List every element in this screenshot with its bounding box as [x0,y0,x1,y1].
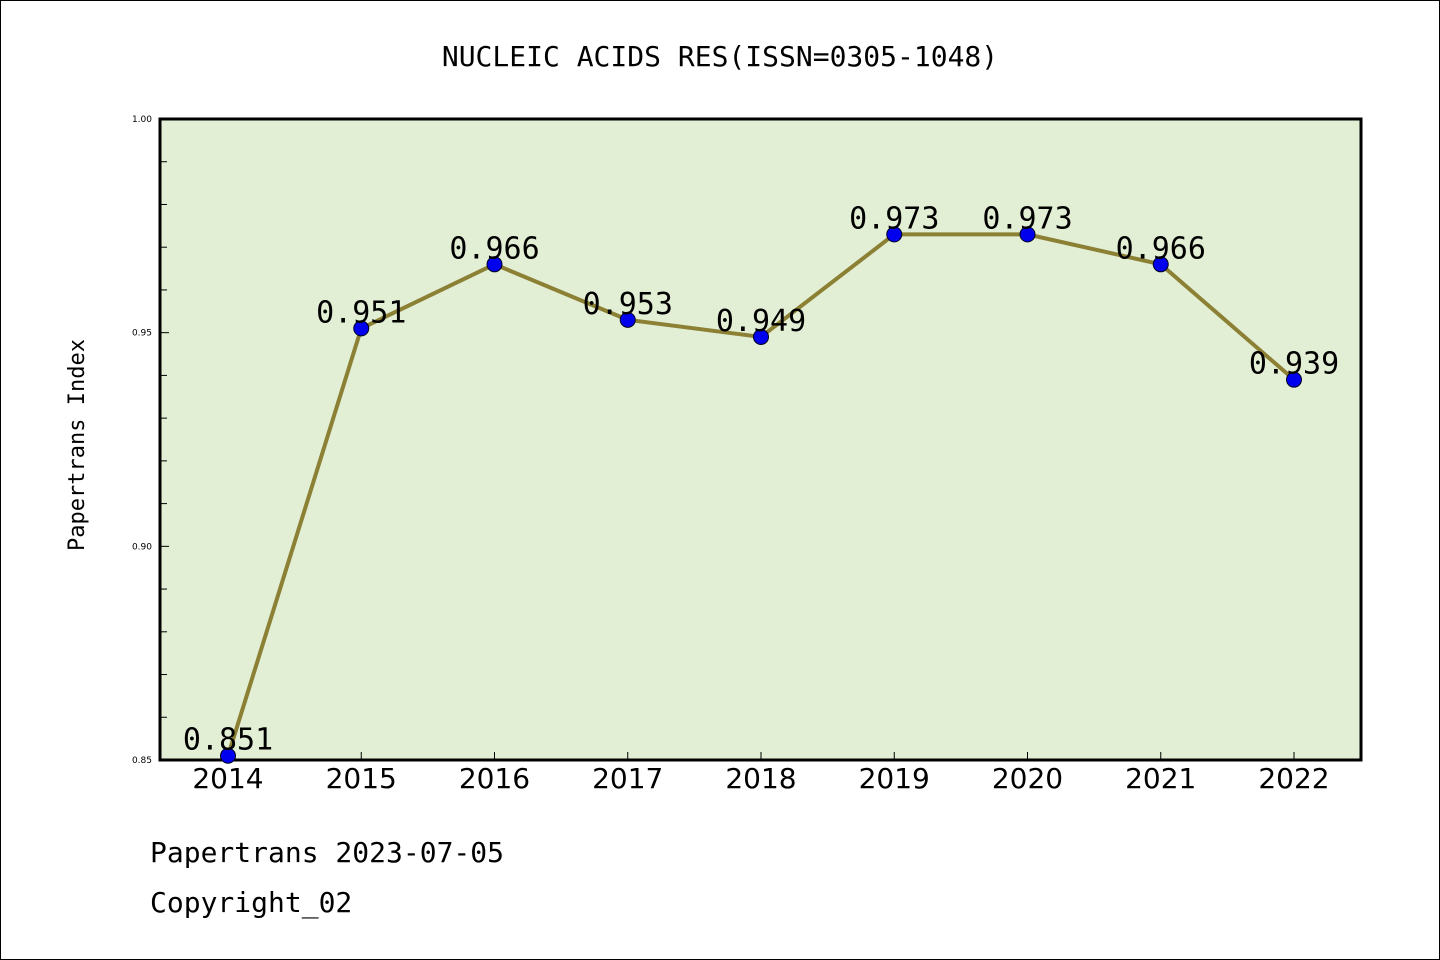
data-labels: 0.851 0.951 0.966 0.953 0.949 0.973 0.973 0.966… [183,201,1339,757]
x-tick-label: 2018 [725,762,796,795]
footer-date: Papertrans 2023-07-05 [150,836,505,869]
data-markers [220,226,1302,764]
y-axis-label: Papertrans Index [65,339,90,551]
y-axis-ticks: 0.85 0.90 0.95 1.00 [132,115,169,766]
y-tick-label: 0.85 [132,756,152,766]
x-axis-ticks: 2014 2015 2016 2017 2018 2019 2020 2021 2022 [192,752,1330,795]
chart-title: NUCLEIC ACIDS RES(ISSN=0305-1048) [442,40,998,73]
data-point [220,747,236,764]
x-tick-label: 2020 [992,762,1063,795]
x-tick-label: 2017 [592,762,663,795]
data-point [353,320,370,337]
data-point [1152,256,1169,273]
y-tick-label: 1.00 [132,115,152,125]
data-label: 0.851 [183,723,273,758]
x-tick-label: 2015 [326,762,397,795]
x-tick-label: 2021 [1125,762,1196,795]
x-tick-label: 2014 [192,762,263,795]
data-label: 0.966 [1116,231,1206,266]
x-tick-label: 2019 [859,762,930,795]
data-label: 0.951 [316,295,406,330]
data-label: 0.973 [849,201,939,236]
data-label: 0.973 [982,201,1072,236]
data-point [1286,371,1302,388]
footer-copyright: Copyright_02 [150,886,353,919]
y-tick-label: 0.90 [132,542,152,552]
data-point [753,328,769,345]
data-point [486,256,503,273]
data-point [886,226,903,243]
x-tick-label: 2016 [459,762,530,795]
x-tick-label: 2022 [1258,762,1329,795]
data-label: 0.949 [716,304,806,339]
data-label: 0.939 [1249,347,1339,382]
data-label: 0.966 [449,231,539,266]
data-point [619,311,636,328]
plot-area [158,117,1363,762]
data-point [1019,226,1036,243]
y-tick-label: 0.95 [132,329,152,339]
data-label: 0.953 [583,287,673,322]
